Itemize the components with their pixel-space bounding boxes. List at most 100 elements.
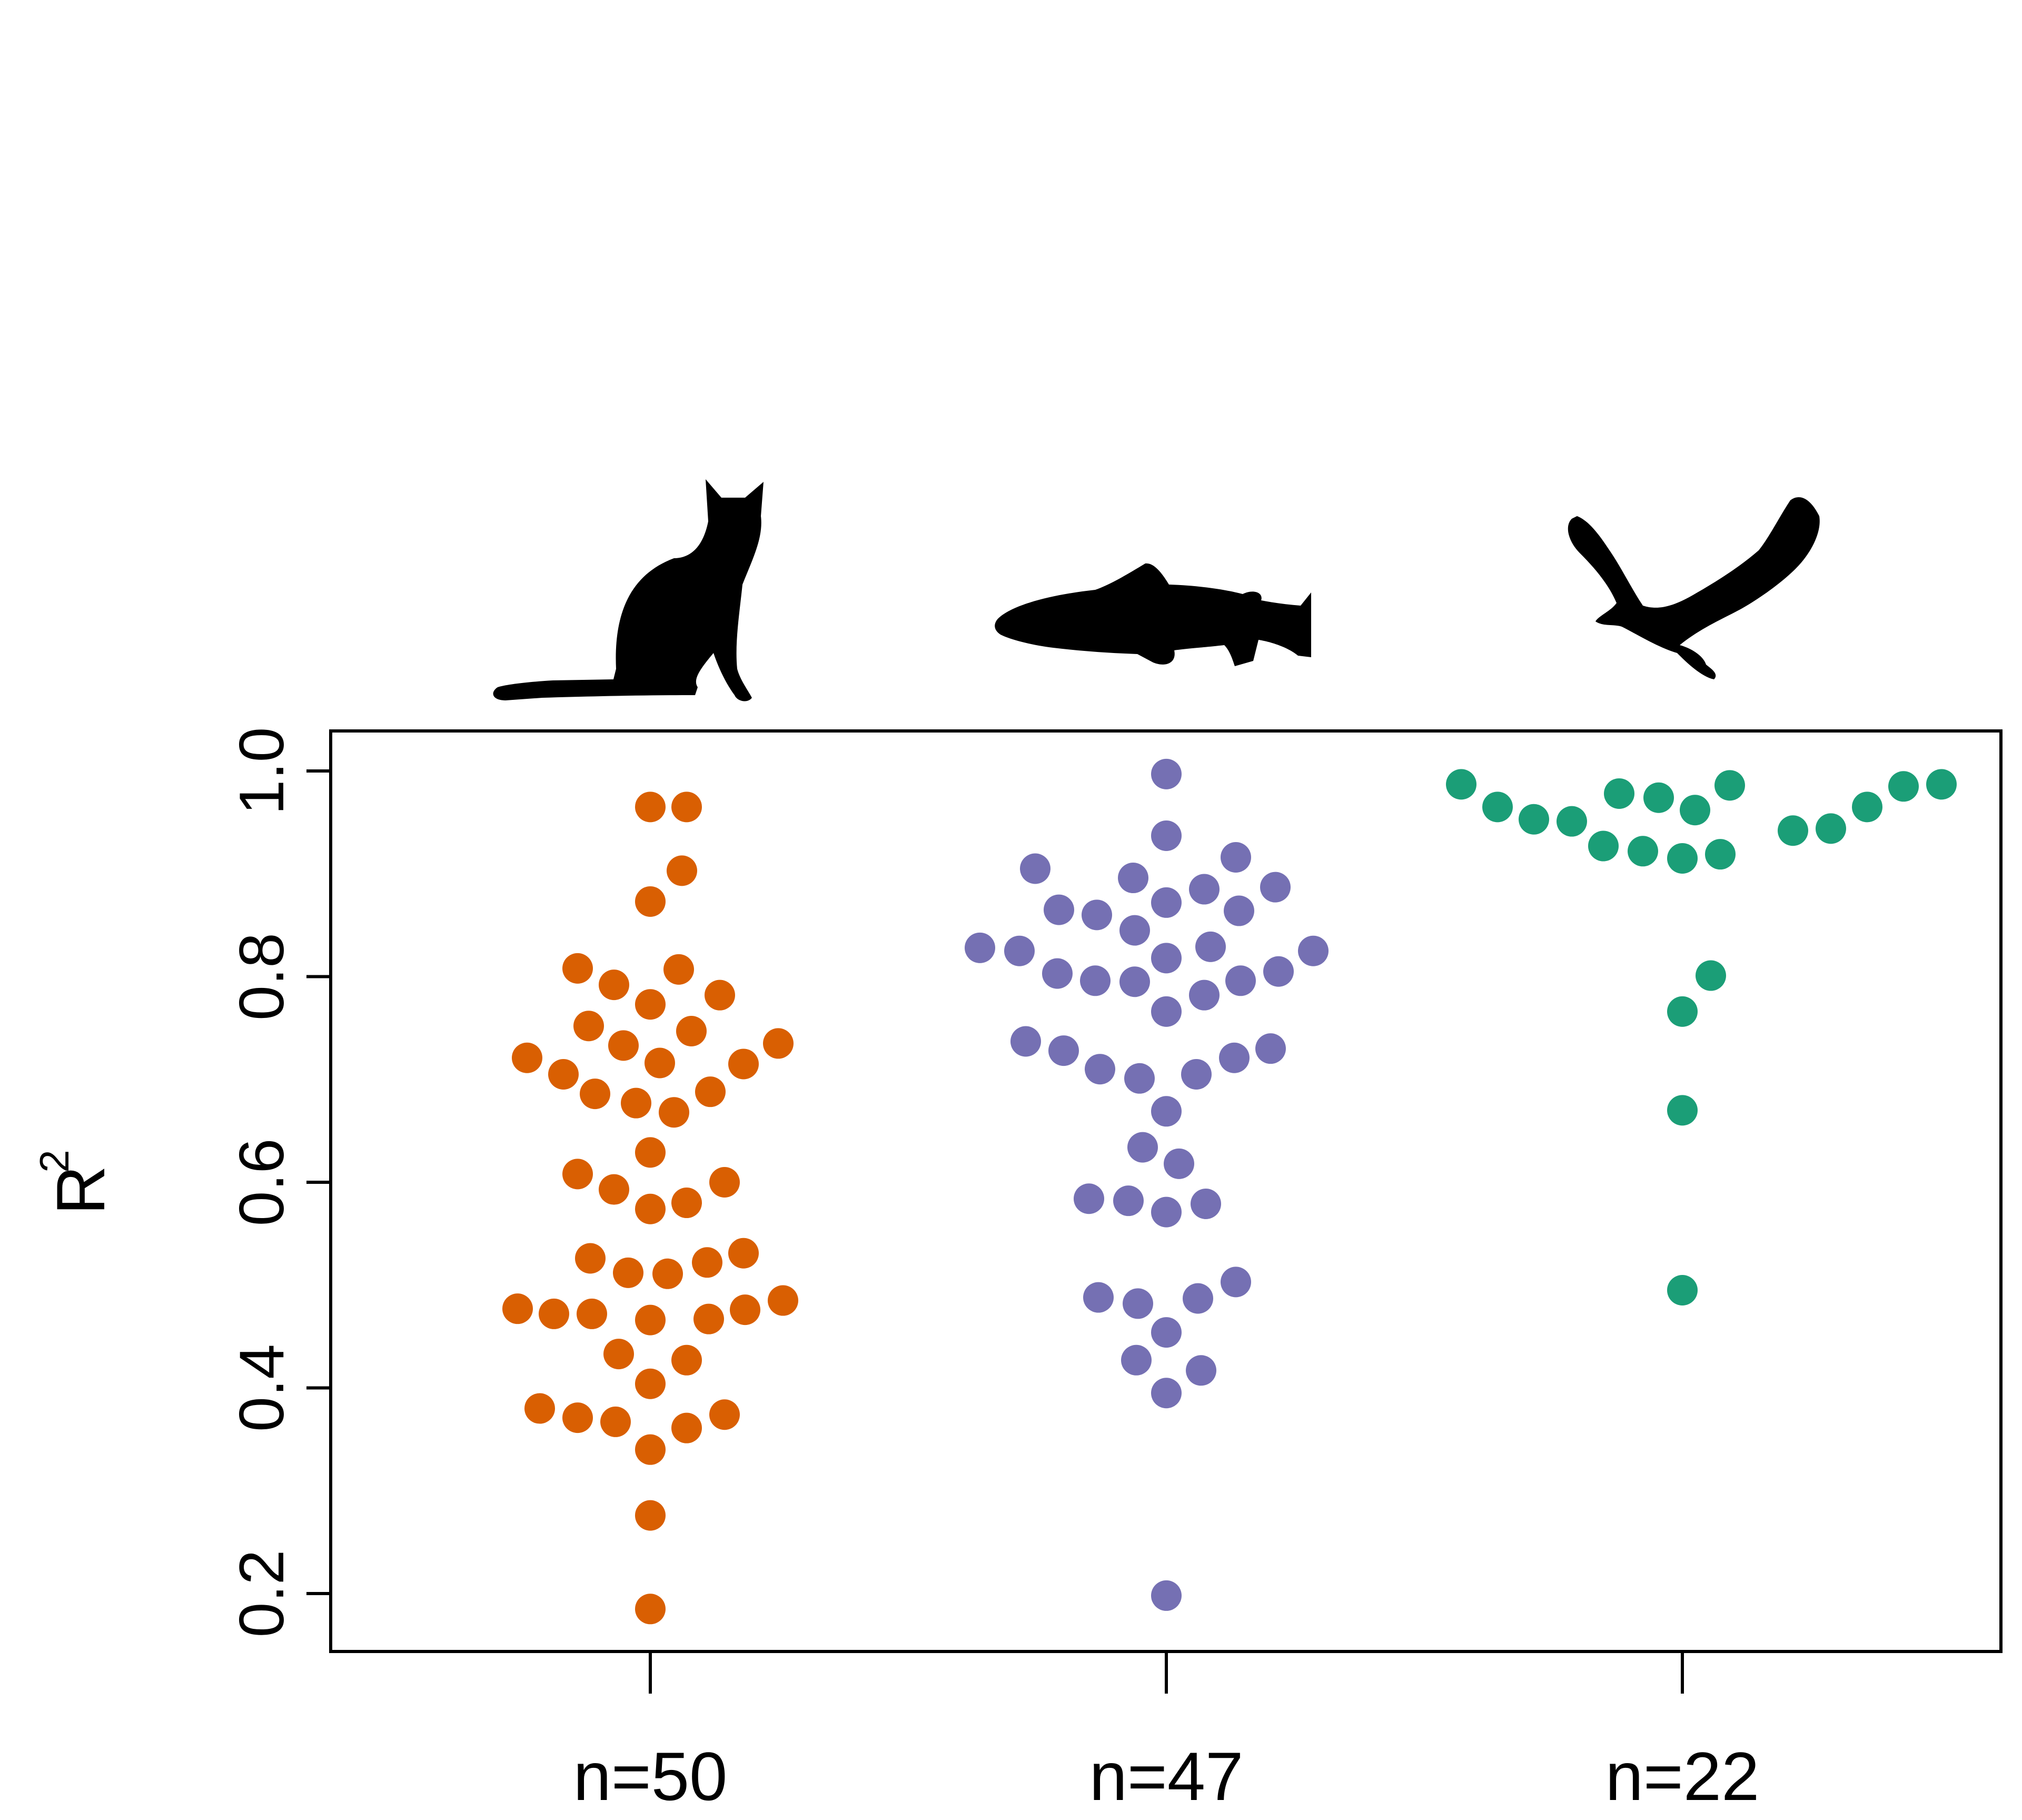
x-axis: n=50 n=47 n=22 bbox=[573, 1651, 1760, 1815]
data-point bbox=[1225, 965, 1256, 996]
data-point bbox=[635, 1137, 666, 1168]
data-point bbox=[659, 1097, 689, 1128]
data-point bbox=[524, 1393, 555, 1424]
data-point bbox=[635, 1594, 666, 1625]
data-point bbox=[1080, 965, 1111, 996]
data-point bbox=[573, 1011, 604, 1042]
cat-icon bbox=[493, 479, 764, 701]
data-point bbox=[763, 1028, 794, 1059]
data-point bbox=[1085, 1054, 1115, 1085]
y-tick-label: 0.2 bbox=[226, 1550, 297, 1638]
data-point bbox=[1119, 915, 1150, 946]
data-point bbox=[1118, 863, 1148, 894]
data-point bbox=[1195, 931, 1226, 962]
data-point bbox=[728, 1238, 759, 1269]
data-point bbox=[548, 1059, 579, 1090]
data-point bbox=[1151, 1196, 1182, 1228]
data-point bbox=[1557, 806, 1587, 837]
data-point bbox=[1705, 839, 1736, 870]
data-point bbox=[1151, 1096, 1182, 1127]
data-point bbox=[635, 1368, 666, 1399]
data-point bbox=[676, 1015, 707, 1046]
y-axis-title-superscript: 2 bbox=[31, 1150, 77, 1172]
data-point bbox=[580, 1079, 610, 1110]
data-point bbox=[1667, 1095, 1698, 1126]
data-point bbox=[1127, 1132, 1158, 1163]
data-point bbox=[1667, 1275, 1698, 1306]
category-label: n=22 bbox=[1605, 1738, 1760, 1815]
data-point bbox=[671, 1344, 702, 1376]
data-point bbox=[1604, 778, 1634, 809]
y-axis-title: R bbox=[42, 1165, 119, 1215]
data-point bbox=[1696, 960, 1726, 991]
data-point bbox=[1643, 782, 1674, 813]
data-point bbox=[562, 1159, 593, 1190]
data-point bbox=[1010, 1026, 1041, 1057]
data-point bbox=[1044, 894, 1074, 925]
data-point bbox=[1260, 872, 1291, 903]
data-point bbox=[1121, 1344, 1152, 1376]
data-point bbox=[603, 1339, 634, 1370]
data-point bbox=[1191, 1189, 1221, 1220]
eagle-icon bbox=[1568, 497, 1820, 679]
data-point bbox=[635, 886, 666, 917]
data-point bbox=[1113, 1185, 1144, 1216]
y-tick-label: 1.0 bbox=[226, 727, 297, 815]
data-point bbox=[575, 1243, 606, 1274]
data-point bbox=[695, 1076, 726, 1107]
data-point bbox=[1181, 1059, 1212, 1090]
data-point bbox=[1588, 830, 1619, 862]
data-point bbox=[599, 970, 629, 1001]
data-point bbox=[1680, 795, 1710, 826]
y-axis: 0.2 0.4 0.6 0.8 1.0 bbox=[226, 727, 331, 1638]
data-point bbox=[1667, 843, 1698, 874]
y-tick-label: 0.6 bbox=[226, 1139, 297, 1226]
data-point bbox=[692, 1247, 722, 1278]
data-point bbox=[645, 1047, 675, 1079]
data-point bbox=[635, 1434, 666, 1465]
data-point bbox=[768, 1285, 798, 1316]
data-point bbox=[1852, 792, 1882, 823]
data-point bbox=[663, 954, 694, 985]
data-point bbox=[1151, 758, 1182, 789]
data-point bbox=[1151, 1378, 1182, 1409]
data-point bbox=[635, 792, 666, 823]
data-point bbox=[1048, 1035, 1079, 1066]
data-points bbox=[502, 758, 1957, 1625]
data-point bbox=[1667, 996, 1698, 1027]
data-point bbox=[1219, 1042, 1250, 1073]
data-point bbox=[1020, 853, 1050, 884]
data-point bbox=[1519, 804, 1549, 835]
data-point bbox=[652, 1258, 683, 1289]
fish-icon bbox=[995, 563, 1311, 666]
data-point bbox=[671, 792, 702, 823]
data-point bbox=[539, 1298, 569, 1329]
data-point bbox=[1482, 792, 1513, 823]
data-point bbox=[1816, 813, 1846, 844]
data-point bbox=[667, 855, 697, 886]
data-point bbox=[1119, 966, 1150, 997]
data-point bbox=[1004, 935, 1035, 966]
data-point bbox=[613, 1257, 643, 1288]
data-point bbox=[1151, 943, 1182, 974]
data-point bbox=[965, 932, 995, 963]
data-point bbox=[1183, 1283, 1213, 1314]
data-point bbox=[1263, 956, 1294, 987]
data-point bbox=[671, 1412, 702, 1443]
data-point bbox=[1074, 1183, 1104, 1214]
data-point bbox=[1164, 1148, 1194, 1179]
data-point bbox=[1151, 887, 1182, 918]
data-point bbox=[562, 953, 593, 984]
data-point bbox=[709, 1167, 740, 1198]
data-point bbox=[1082, 899, 1112, 931]
data-point bbox=[1221, 842, 1251, 873]
data-point bbox=[1042, 958, 1073, 989]
data-point bbox=[1123, 1288, 1153, 1319]
data-point bbox=[1255, 1033, 1286, 1064]
data-point bbox=[1888, 771, 1919, 802]
data-point bbox=[1446, 769, 1476, 800]
data-point bbox=[502, 1293, 533, 1324]
data-point bbox=[1628, 836, 1658, 867]
data-point bbox=[693, 1303, 724, 1334]
